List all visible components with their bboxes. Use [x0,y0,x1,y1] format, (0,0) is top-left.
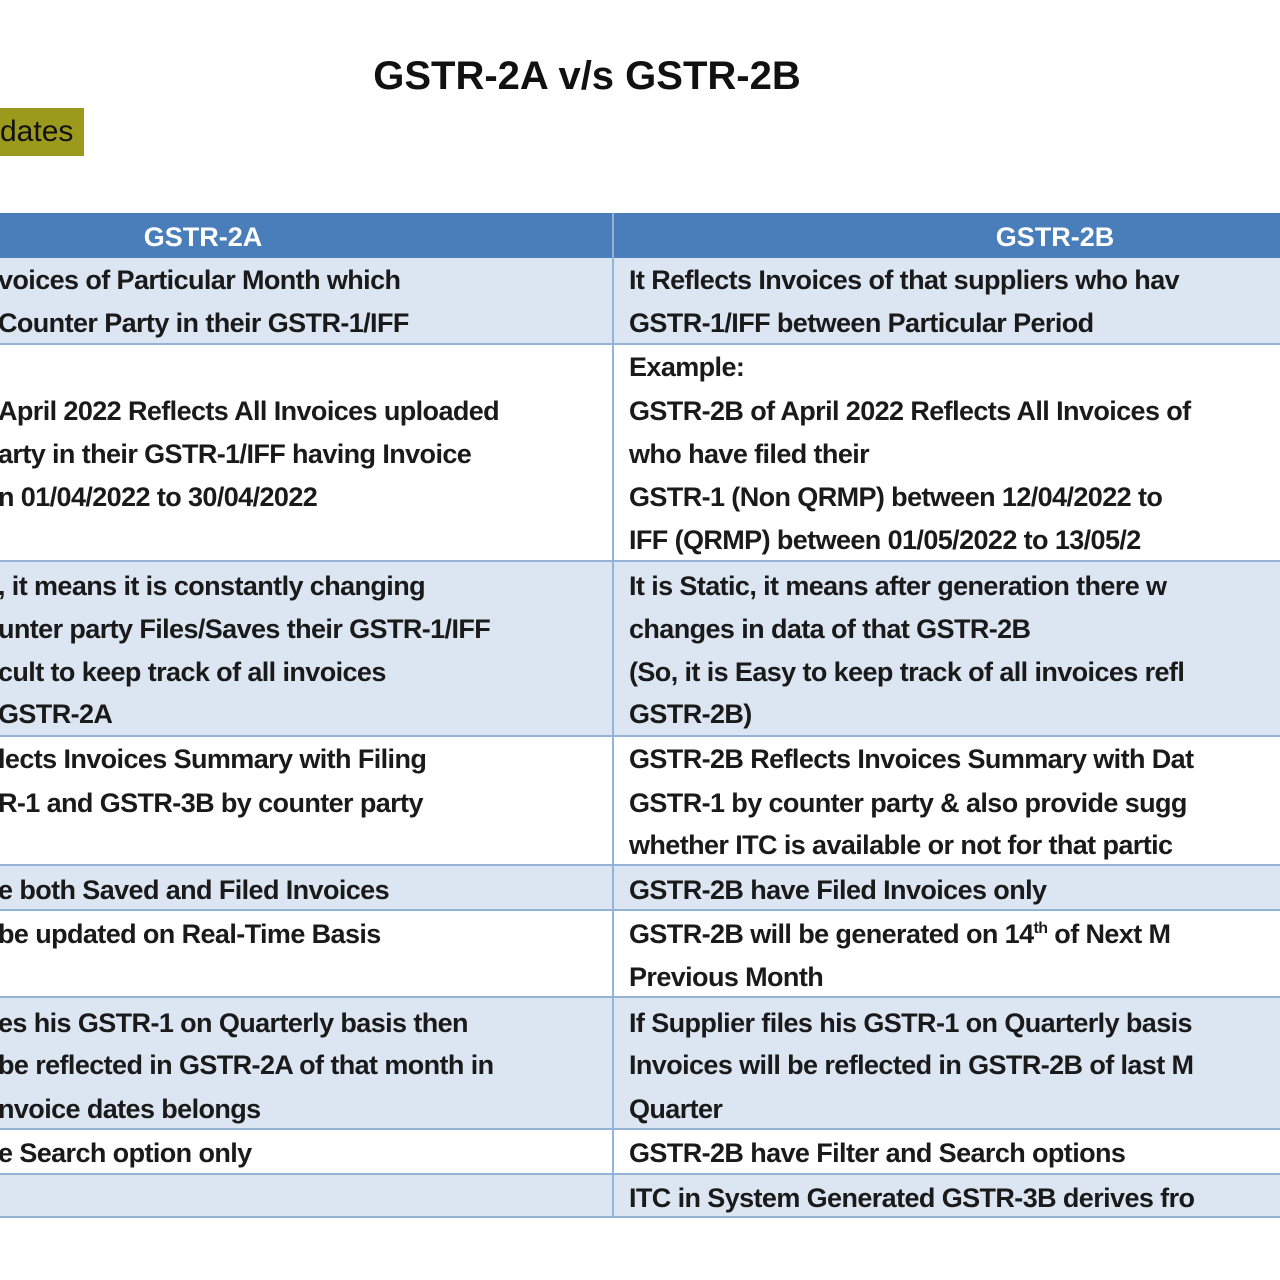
cell-text: changes in data of that GSTR-2B [629,614,1031,644]
cell-text: arty in their GSTR-1/IFF having Invoice [0,439,472,469]
cell: GSTR-2B have Filter and Search options [614,1130,1280,1175]
cell-text: GSTR-2B of April 2022 Reflects All Invoi… [629,396,1191,426]
cell-text: GSTR-2B Reflects Invoices Summary with D… [629,744,1194,774]
cell-text: ITC in System Generated GSTR-3B derives … [629,1183,1195,1213]
header-row [0,213,1280,258]
column-header: GSTR-2A [143,222,263,252]
cell-text: Example: [629,352,745,382]
cell: GSTR-2B will be generated on 14th of Nex… [614,911,1280,998]
cell-text: It Reflects Invoices of that suppliers w… [629,265,1180,295]
cell: be updated on Real-Time Basis [0,911,612,998]
cell: es his GSTR-1 on Quarterly basis then be … [0,998,612,1130]
column-divider [612,866,614,911]
cell-text: e Search option only [0,1138,252,1168]
cell-text: Counter Party in their GSTR-1/IFF [0,308,409,338]
cell-text: If Supplier files his GSTR-1 on Quarterl… [629,1008,1193,1038]
cell-text-part: GSTR-2B will be generated on 14 [629,919,1034,949]
cell-text: GSTR-2B) [629,699,752,729]
cell: GSTR-2B Reflects Invoices Summary with D… [614,737,1280,866]
highlight-tag: dates [0,108,84,156]
column-header: GSTR-2B [995,222,1115,252]
superscript: th [1033,920,1049,937]
cell-text: R-1 and GSTR-3B by counter party [0,788,423,818]
cell-text: GSTR-2B have Filed Invoices only [629,875,1047,905]
column-divider [612,1130,614,1175]
cell-text: GSTR-2B will be generated on 14th of Nex… [629,917,1171,951]
cell-text: GSTR-2B have Filter and Search options [629,1138,1126,1168]
cell: e Search option only [0,1130,612,1175]
cell: voices of Particular Month which Counter … [0,258,612,345]
cell: lects Invoices Summary with Filing R-1 an… [0,737,612,866]
cell-text: es his GSTR-1 on Quarterly basis then [0,1008,469,1038]
cell-text: be reflected in GSTR-2A of that month in [0,1050,494,1080]
cell-text: whether ITC is available or not for that… [629,830,1173,860]
title: GSTR-2A v/s GSTR-2B [373,54,801,98]
header-divider [612,213,614,258]
column-divider [612,998,614,1130]
cell-text: e both Saved and Filed Invoices [0,875,390,905]
cell-text: cult to keep track of all invoices [0,657,386,687]
cell-text-part: of Next M [1047,919,1171,949]
column-divider [612,258,614,345]
cell-text: IFF (QRMP) between 01/05/2022 to 13/05/2 [629,525,1141,555]
cell-text: GSTR-1 (Non QRMP) between 12/04/2022 to [629,482,1163,512]
cell: It is Static, it means after generation … [614,562,1280,737]
column-divider [612,562,614,737]
cell-text: Previous Month [629,962,824,992]
column-divider [612,911,614,998]
cell-text: GSTR-2A [0,699,113,729]
column-divider [612,1175,614,1218]
cell: ITC in System Generated GSTR-3B derives … [614,1175,1280,1218]
cell: It Reflects Invoices of that suppliers w… [614,258,1280,345]
cell: April 2022 Reflects All Invoices uploade… [0,345,612,562]
cell: Example: GSTR-2B of April 2022 Reflects A… [614,345,1280,562]
cell: , it means it is constantly changing unte… [0,562,612,737]
column-divider [612,737,614,866]
cell-text: who have filed their [629,439,870,469]
cell-text: April 2022 Reflects All Invoices uploade… [0,396,500,426]
cell-text: nvoice dates belongs [0,1094,261,1124]
cell-text: voices of Particular Month which [0,265,401,295]
cell-text: n 01/04/2022 to 30/04/2022 [0,482,318,512]
cell-text: lects Invoices Summary with Filing [0,744,427,774]
cell-text: be updated on Real-Time Basis [0,919,381,949]
cell: If Supplier files his GSTR-1 on Quarterl… [614,998,1280,1130]
cell-text: GSTR-1 by counter party & also provide s… [629,788,1187,818]
cell-text: GSTR-1/IFF between Particular Period [629,308,1094,338]
cell-text: unter party Files/Saves their GSTR-1/IFF [0,614,491,644]
cell-text: Invoices will be reflected in GSTR-2B of… [629,1050,1194,1080]
cell-text: , it means it is constantly changing [0,571,426,601]
column-divider [612,345,614,562]
cell-text: Quarter [629,1094,723,1124]
cell-text: (So, it is Easy to keep track of all inv… [629,657,1185,687]
cell [0,1175,612,1218]
cell: GSTR-2B have Filed Invoices only [614,866,1280,911]
cell: e both Saved and Filed Invoices [0,866,612,911]
cell-text: It is Static, it means after generation … [629,571,1167,601]
